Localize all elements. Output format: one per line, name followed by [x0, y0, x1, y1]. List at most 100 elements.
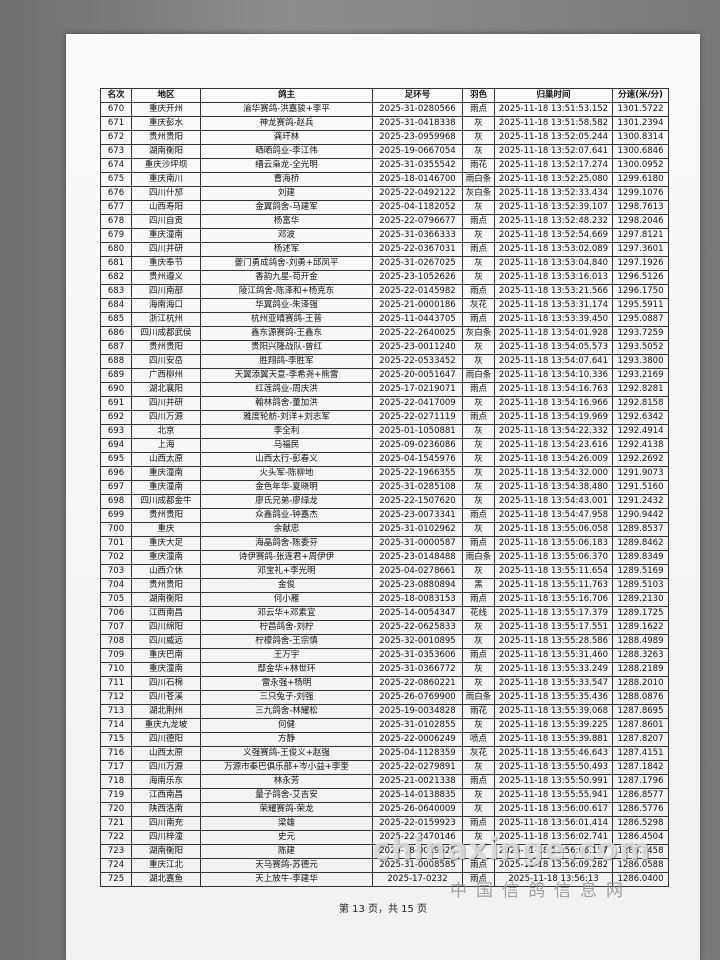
table-cell: 诗伊赛鸽-张连君+周伊伊 [200, 550, 373, 565]
table-cell: 708 [100, 634, 132, 649]
table-cell: 2025-22-0367031 [372, 242, 463, 257]
table-cell: 1300.8314 [612, 130, 669, 145]
table-cell: 717 [100, 760, 132, 775]
table-cell: 上海 [131, 438, 201, 453]
table-cell: 2025-11-18 13:54:43.001 [494, 494, 613, 509]
table-cell: 2025-18-0083153 [372, 592, 463, 607]
table-cell: 重庆开州 [131, 102, 201, 117]
table-cell: 雨点 [462, 774, 495, 789]
table-row: 717 四川万源 万源市秦巴俱乐部+岑小益+李奎 2025-22-0279891 灰 20… [100, 760, 669, 775]
header-cell: 归巢时间 [494, 88, 613, 103]
table-cell: 683 [100, 284, 132, 299]
table-cell: 1288.4989 [612, 634, 669, 649]
table-cell: 681 [100, 256, 132, 271]
table-cell: 山西太行-彭春义 [200, 452, 373, 467]
table-cell: 2025-04-1545976 [372, 452, 463, 467]
table-cell: 688 [100, 354, 132, 369]
table-cell: 2025-11-18 13:54:16.763 [494, 382, 613, 397]
table-cell: 湖北襄阳 [131, 382, 201, 397]
table-cell: 1287.8601 [612, 718, 669, 733]
table-cell: 邓云华+邓素宜 [200, 606, 373, 621]
table-row: 677 山西寿阳 金翼鸽舍-马建军 2025-04-1182052 灰 2025-11-1… [100, 200, 669, 215]
table-row: 705 湖南衡阳 何小雁 2025-18-0083153 雨点 2025-11-18 13… [100, 592, 669, 607]
table-cell: 灰 [462, 466, 495, 481]
table-cell: 2025-11-18 13:55:06.058 [494, 522, 613, 537]
table-cell: 1295.0887 [612, 312, 669, 327]
table-cell: 1289.2130 [612, 592, 669, 607]
table-row: 680 四川井研 杨述军 2025-22-0367031 雨点 2025-11-18 13… [100, 242, 669, 257]
table-cell: 2025-11-18 13:55:17.379 [494, 606, 613, 621]
table-cell: 2025-22-0533452 [372, 354, 463, 369]
table-cell: 1292.4914 [612, 424, 669, 439]
table-cell: 2025-22-0271119 [372, 410, 463, 425]
table-cell: 陵江鸽舍-陈泽和+杨克东 [200, 284, 373, 299]
table-cell: 675 [100, 172, 132, 187]
table-cell: 王万宇 [200, 648, 373, 663]
table-cell: 725 [100, 872, 132, 887]
table-cell: 雨点 [462, 536, 495, 551]
table-cell: 720 [100, 802, 132, 817]
table-cell: 2025-11-18 13:55:11.654 [494, 564, 613, 579]
table-cell: 2025-11-18 13:53:04.840 [494, 256, 613, 271]
table-cell: 雨点 [462, 592, 495, 607]
table-cell: 灰白条 [462, 186, 495, 201]
table-cell: 2025-11-18 13:54:10.336 [494, 368, 613, 383]
table-cell: 华翼鸽业-朱泽强 [200, 298, 373, 313]
table-cell: 四川自贡 [131, 214, 201, 229]
table-row: 690 湖北襄阳 红莲鸽业-周庆洪 2025-17-0219071 雨点 2025-11-… [100, 382, 669, 397]
table-cell: 700 [100, 522, 132, 537]
table-cell: 重庆潼南 [131, 550, 201, 565]
table-cell: 灰 [462, 116, 495, 131]
table-cell: 2025-11-18 13:52:17.274 [494, 158, 613, 173]
table-cell: 重庆潼南 [131, 466, 201, 481]
table-cell: 灰 [462, 480, 495, 495]
table-cell: 2025-31-0102855 [372, 718, 463, 733]
table-cell: 2025-11-18 13:55:31.460 [494, 648, 613, 663]
table-cell: 鑫东源赛鸽-王鑫东 [200, 326, 373, 341]
table-cell: 2025-22-1966355 [372, 466, 463, 481]
table-cell: 1293.2169 [612, 368, 669, 383]
table-cell: 694 [100, 438, 132, 453]
table-cell: 重庆潼南 [131, 662, 201, 677]
table-cell: 2025-22-0145982 [372, 284, 463, 299]
table-cell: 1293.5052 [612, 340, 669, 355]
table-row: 695 山西太原 山西太行-彭春义 2025-04-1545976 灰 2025-11-1… [100, 452, 669, 467]
table-cell: 671 [100, 116, 132, 131]
table-row: 678 四川自贡 杨富华 2025-22-0796677 雨点 2025-11-18 13… [100, 214, 669, 229]
table-cell: 重庆潼南 [131, 480, 201, 495]
table-cell: 1297.8121 [612, 228, 669, 243]
table-cell: 海南海口 [131, 298, 201, 313]
table-cell: 678 [100, 214, 132, 229]
table-cell: 梁雄 [200, 816, 373, 831]
table-cell: 2025-11-18 13:54:01.928 [494, 326, 613, 341]
table-cell: 684 [100, 298, 132, 313]
table-cell: 1301.5722 [612, 102, 669, 117]
table-cell: 723 [100, 844, 132, 859]
table-cell: 1292.8158 [612, 396, 669, 411]
table-cell: 四川万源 [131, 410, 201, 425]
table-cell: 1295.5911 [612, 298, 669, 313]
table-cell: 灰 [462, 676, 495, 691]
table-cell: 1287.8207 [612, 732, 669, 747]
table-cell: 705 [100, 592, 132, 607]
table-cell: 天马赛鸽-苏德元 [200, 858, 373, 873]
table-cell: 林永芳 [200, 774, 373, 789]
table-cell: 1288.3263 [612, 648, 669, 663]
table-cell: 邓宝礼+李光明 [200, 564, 373, 579]
table-row: 679 重庆潼南 邓波 2025-31-0366333 灰 2025-11-18 13:5… [100, 228, 669, 243]
table-cell: 湖南衡阳 [131, 144, 201, 159]
table-row: 709 重庆巴南 王万宇 2025-31-0353606 雨点 2025-11-18 13… [100, 648, 669, 663]
table-cell: 雨白条 [462, 172, 495, 187]
table-cell: 雨花 [462, 158, 495, 173]
table-cell: 2025-01-1050881 [372, 424, 463, 439]
table-cell: 1286.2458 [612, 844, 669, 859]
table-row: 703 山西介休 邓宝礼+李光明 2025-04-0278661 灰 2025-11-18… [100, 564, 669, 579]
table-cell: 四川井研 [131, 242, 201, 257]
table-cell: 山西寿阳 [131, 200, 201, 215]
table-cell: 687 [100, 340, 132, 355]
table-cell: 雨白条 [462, 690, 495, 705]
table-cell: 2025-14-0054347 [372, 606, 463, 621]
table-cell: 雨白条 [462, 550, 495, 565]
table-cell: 1296.1750 [612, 284, 669, 299]
table-cell: 余献忠 [200, 522, 373, 537]
